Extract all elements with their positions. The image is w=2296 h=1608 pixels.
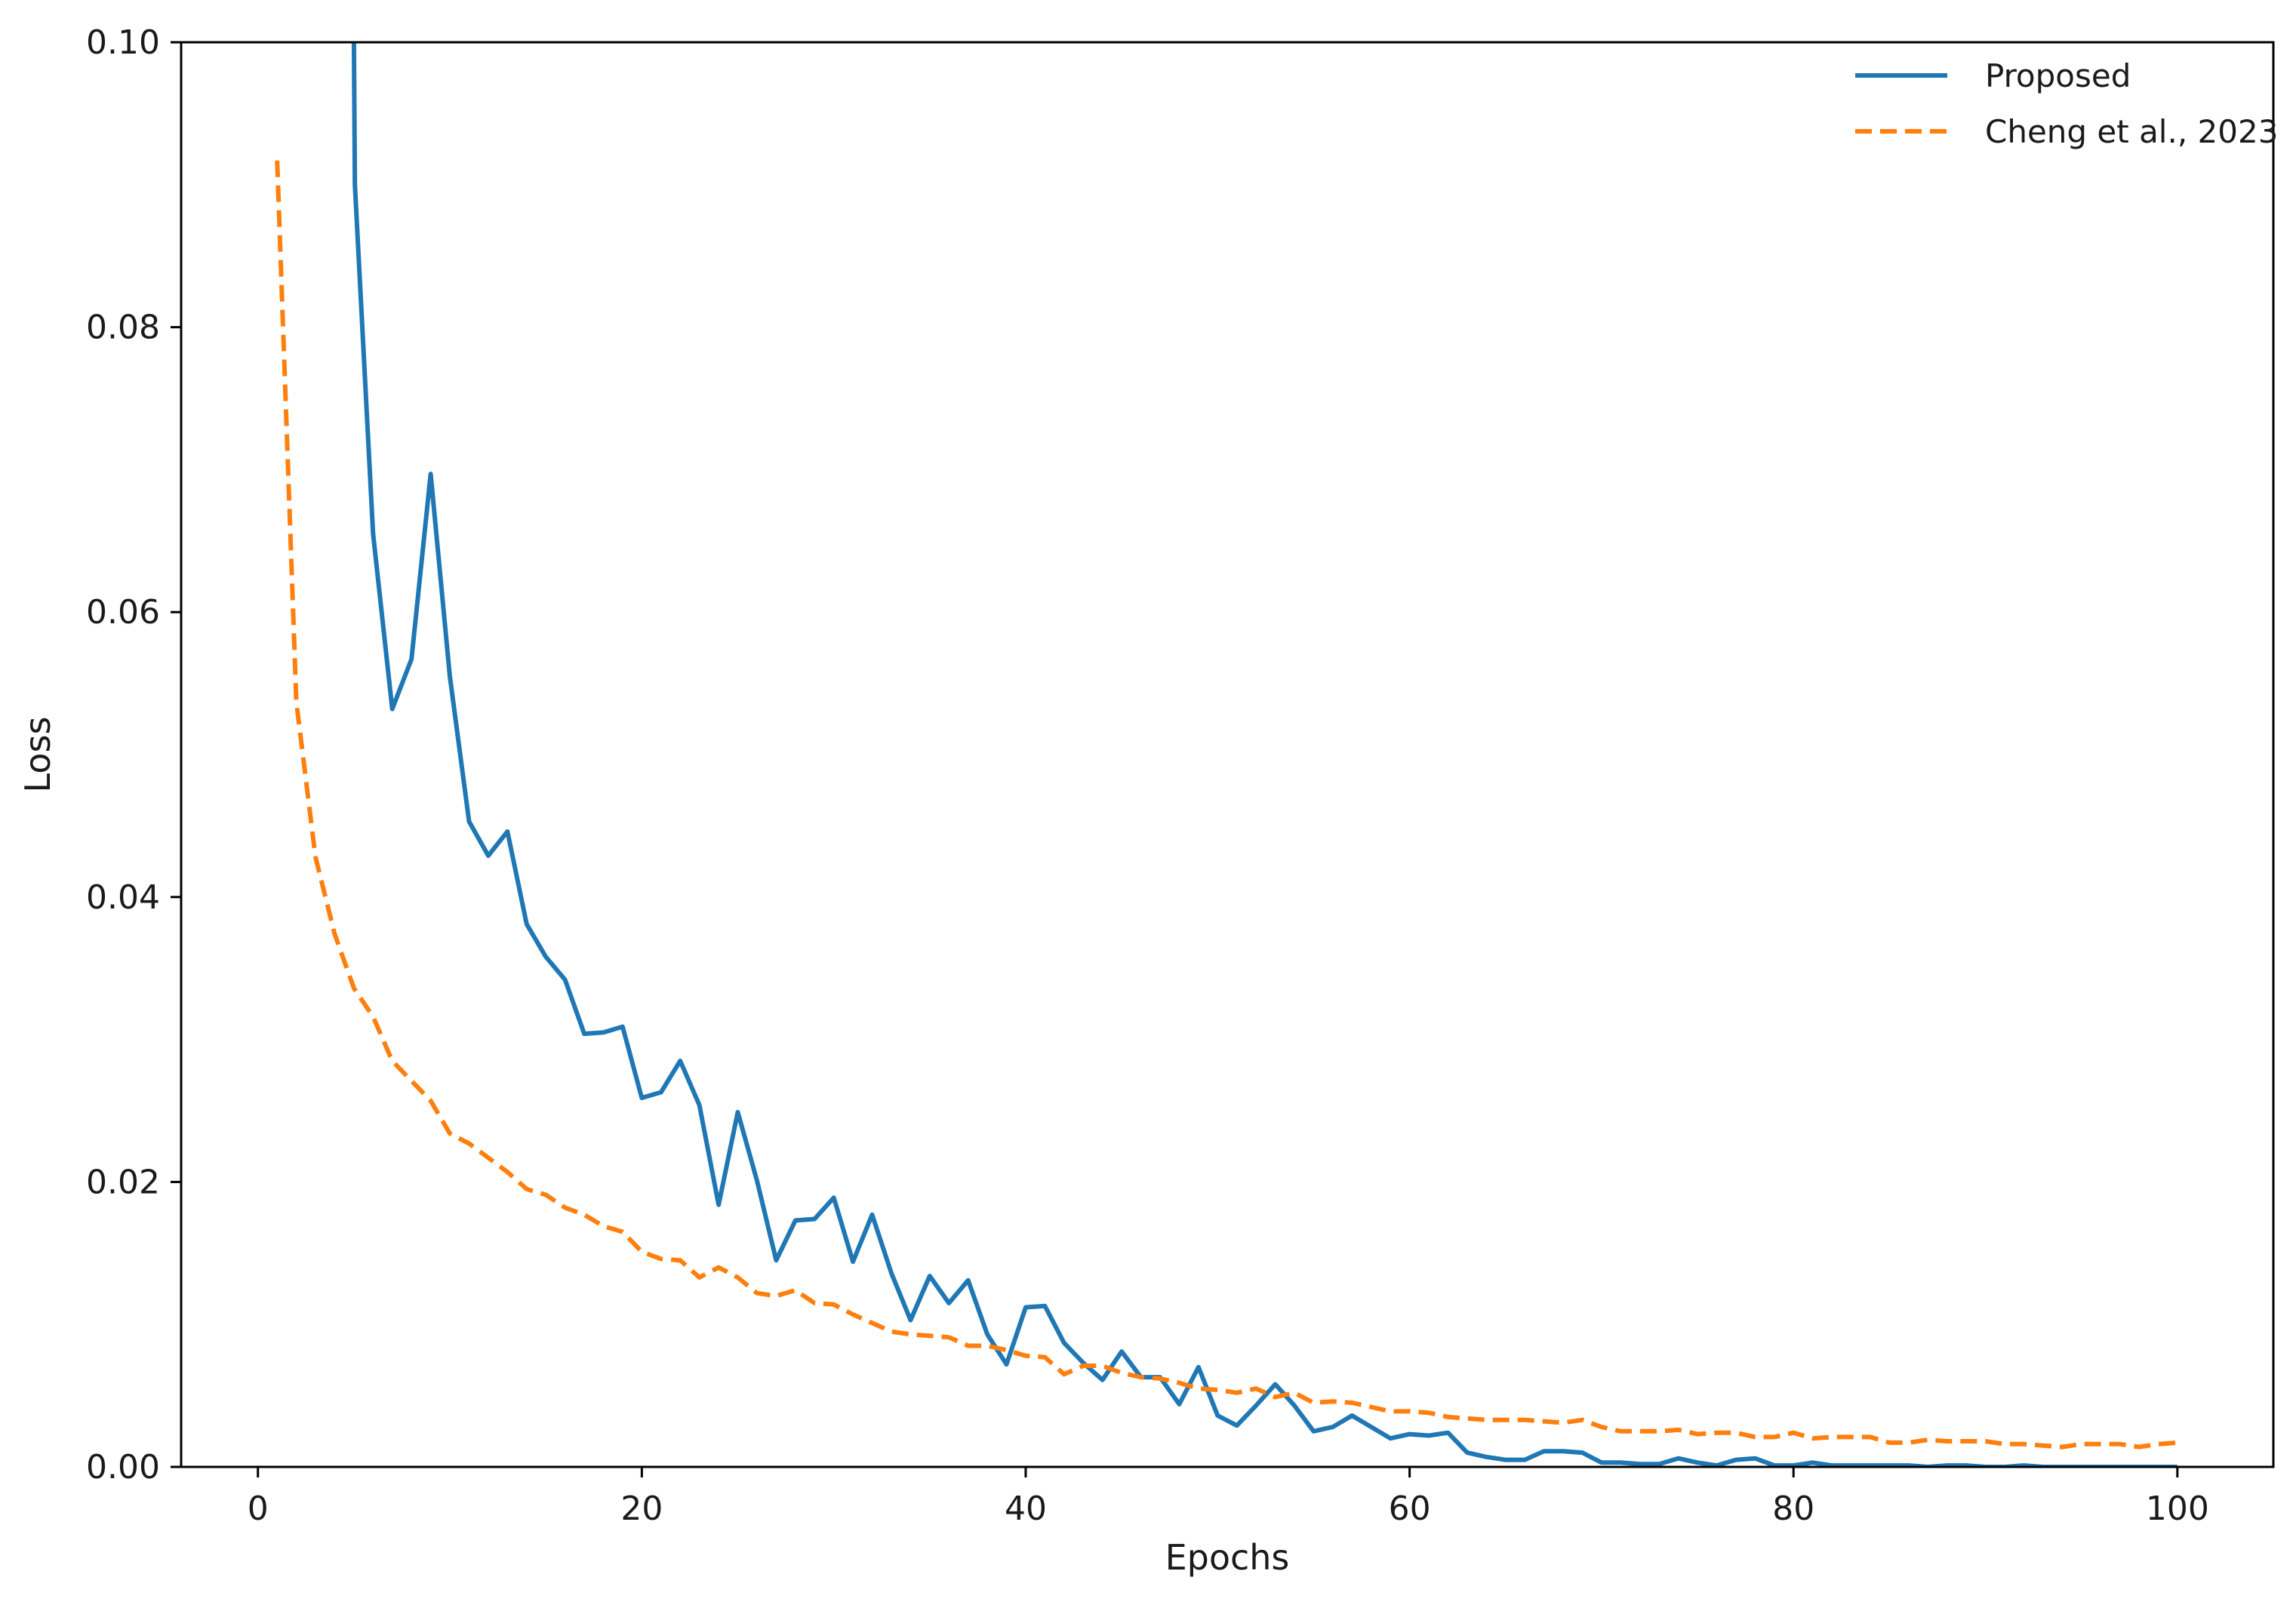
series-line-2 (275, 160, 2178, 1450)
x-tick-label: 20 (620, 1490, 663, 1528)
y-axis-title: Loss (17, 717, 58, 793)
series-layer (275, 42, 2178, 1467)
y-tick-label: 0.00 (86, 1448, 160, 1487)
y-tick-label: 0.06 (86, 593, 160, 632)
y-axis: 0.00 0.02 0.04 0.06 0.08 0.10 (86, 23, 181, 1487)
series-line-1 (351, 42, 2178, 1467)
legend: Proposed Cheng et al., 2023 (1841, 48, 2278, 174)
plot-area-frame (180, 41, 2275, 1468)
x-tick-label: 0 (248, 1490, 269, 1528)
legend-label-2: Cheng et al., 2023 (1985, 113, 2278, 150)
y-tick-label: 0.10 (86, 23, 160, 62)
y-tick-label: 0.08 (86, 309, 160, 347)
x-axis: 0 20 40 60 80 100 (248, 1467, 2209, 1528)
x-tick-label: 40 (1005, 1490, 1047, 1528)
x-tick-label: 100 (2146, 1490, 2209, 1528)
y-tick-label: 0.04 (86, 878, 160, 917)
x-tick-label: 60 (1389, 1490, 1431, 1528)
legend-box (1841, 48, 2267, 174)
x-tick-label: 80 (1772, 1490, 1814, 1528)
y-tick-label: 0.02 (86, 1163, 160, 1201)
x-axis-title: Epochs (1165, 1537, 1290, 1578)
legend-label-1: Proposed (1985, 57, 2131, 94)
